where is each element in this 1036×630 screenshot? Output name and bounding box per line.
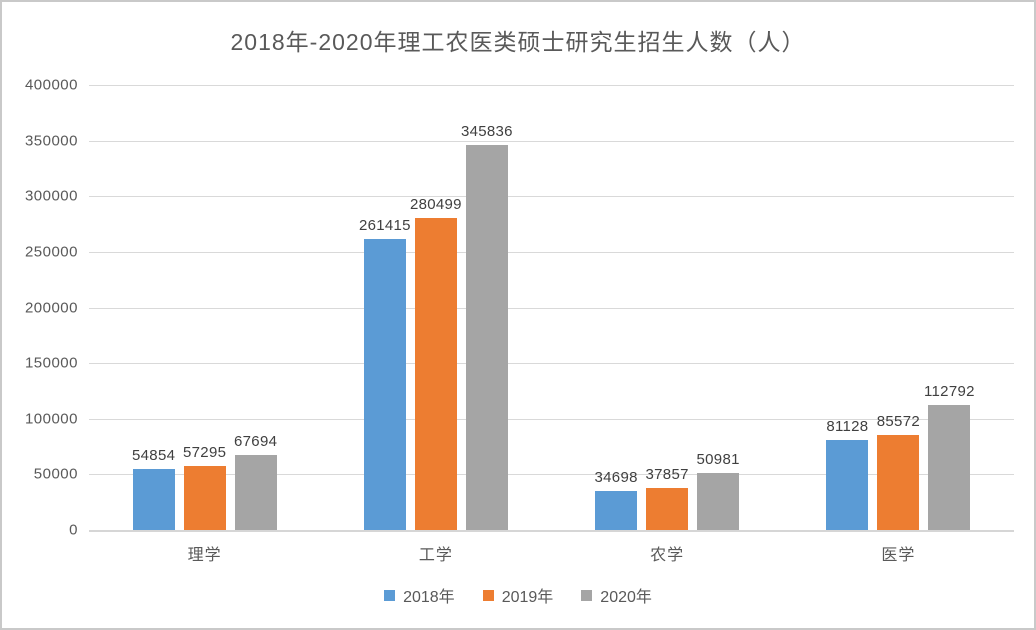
bar-2018年-工学: 261415 bbox=[359, 217, 411, 530]
bar-2018年-理学: 54854 bbox=[132, 447, 175, 530]
x-axis-category-label: 医学 bbox=[881, 547, 916, 564]
data-label: 85572 bbox=[876, 412, 920, 430]
bar-2019年-理学: 57295 bbox=[183, 444, 226, 530]
legend-item-2020年: 2020年 bbox=[581, 583, 652, 607]
legend-label: 2020年 bbox=[600, 589, 652, 606]
x-axis-category-label: 理学 bbox=[187, 547, 222, 564]
data-label: 37857 bbox=[645, 465, 689, 483]
y-axis-tick-label: 200000 bbox=[24, 299, 78, 316]
y-axis: 400000 350000 300000 250000 200000 150000 1000… bbox=[2, 77, 78, 539]
data-label: 57295 bbox=[183, 444, 227, 462]
y-axis-tick-label: 0 bbox=[69, 521, 78, 539]
data-label: 345836 bbox=[460, 123, 513, 141]
bar-2019年-农学: 37857 bbox=[646, 466, 688, 530]
gridline bbox=[89, 140, 1014, 142]
bar-2018年-医学: 81128 bbox=[826, 418, 869, 530]
y-axis-tick-label: 400000 bbox=[24, 76, 78, 94]
data-label: 261415 bbox=[358, 217, 411, 235]
bar-2020年-医学: 112792 bbox=[924, 383, 974, 530]
x-axis: 理学 工学 农学 医学 bbox=[89, 541, 1014, 565]
bar-2020年-农学: 50981 bbox=[697, 451, 739, 530]
gridline bbox=[89, 85, 1014, 86]
gridline bbox=[89, 363, 1014, 365]
y-axis-tick-label: 250000 bbox=[24, 243, 78, 261]
y-axis-tick-label: 50000 bbox=[33, 465, 78, 483]
data-label: 81128 bbox=[826, 417, 869, 435]
x-axis-category-label: 农学 bbox=[650, 547, 685, 564]
legend-swatch bbox=[581, 589, 593, 601]
gridline bbox=[89, 251, 1014, 253]
data-label: 280499 bbox=[409, 195, 462, 213]
y-axis-tick-label: 350000 bbox=[24, 132, 78, 150]
legend-item-2018年: 2018年 bbox=[384, 583, 455, 607]
legend-label: 2019年 bbox=[501, 589, 554, 606]
data-label: 50981 bbox=[696, 451, 740, 469]
bar-group-4: 81128 85572 112792 bbox=[783, 85, 1014, 530]
bar-group-1: 54854 57295 67694 bbox=[89, 85, 320, 530]
chart-title: 2018年-2020年理工农医类硕士研究生招生人数（人） bbox=[230, 29, 806, 55]
bar-2019年-工学: 280499 bbox=[410, 196, 462, 530]
bar-group-2: 261415 280499 345836 bbox=[320, 85, 551, 530]
y-axis-tick-label: 300000 bbox=[24, 187, 78, 205]
data-label: 67694 bbox=[234, 432, 278, 450]
gridline bbox=[89, 474, 1014, 476]
legend-swatch bbox=[384, 589, 396, 601]
x-axis-line bbox=[89, 530, 1014, 532]
data-label: 54854 bbox=[132, 446, 176, 464]
bar-2020年-工学: 345836 bbox=[461, 123, 513, 530]
legend-label: 2018年 bbox=[403, 589, 455, 606]
y-axis-tick-label: 150000 bbox=[24, 354, 78, 372]
legend-item-2019年: 2019年 bbox=[482, 583, 554, 607]
y-axis-tick-label: 100000 bbox=[24, 410, 78, 428]
bar-2018年-农学: 34698 bbox=[595, 469, 637, 530]
plot-area: 54854 57295 67694 261415 280499 345836 34698 37… bbox=[89, 85, 1014, 532]
bar-2020年-理学: 67694 bbox=[234, 433, 277, 530]
bar-group-3: 34698 37857 50981 bbox=[552, 85, 783, 530]
legend-swatch bbox=[482, 589, 494, 601]
legend: 2018年 2019年 2020年 bbox=[2, 583, 1034, 607]
data-label: 34698 bbox=[594, 469, 638, 487]
x-axis-category-label: 工学 bbox=[418, 547, 453, 564]
gridline bbox=[89, 307, 1014, 309]
gridline bbox=[89, 196, 1014, 198]
gridline bbox=[89, 418, 1014, 420]
bar-2019年-医学: 85572 bbox=[877, 413, 920, 530]
data-label: 112792 bbox=[924, 382, 975, 400]
